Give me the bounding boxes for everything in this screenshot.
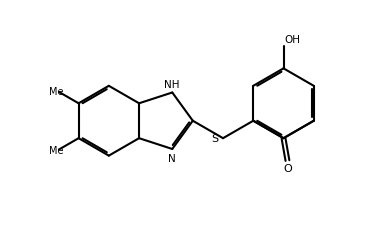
Text: OH: OH: [284, 35, 301, 45]
Text: S: S: [212, 134, 219, 144]
Text: NH: NH: [164, 80, 179, 90]
Text: N: N: [169, 153, 176, 163]
Text: Me: Me: [49, 87, 64, 97]
Text: O: O: [283, 164, 292, 173]
Text: Me: Me: [49, 146, 64, 156]
